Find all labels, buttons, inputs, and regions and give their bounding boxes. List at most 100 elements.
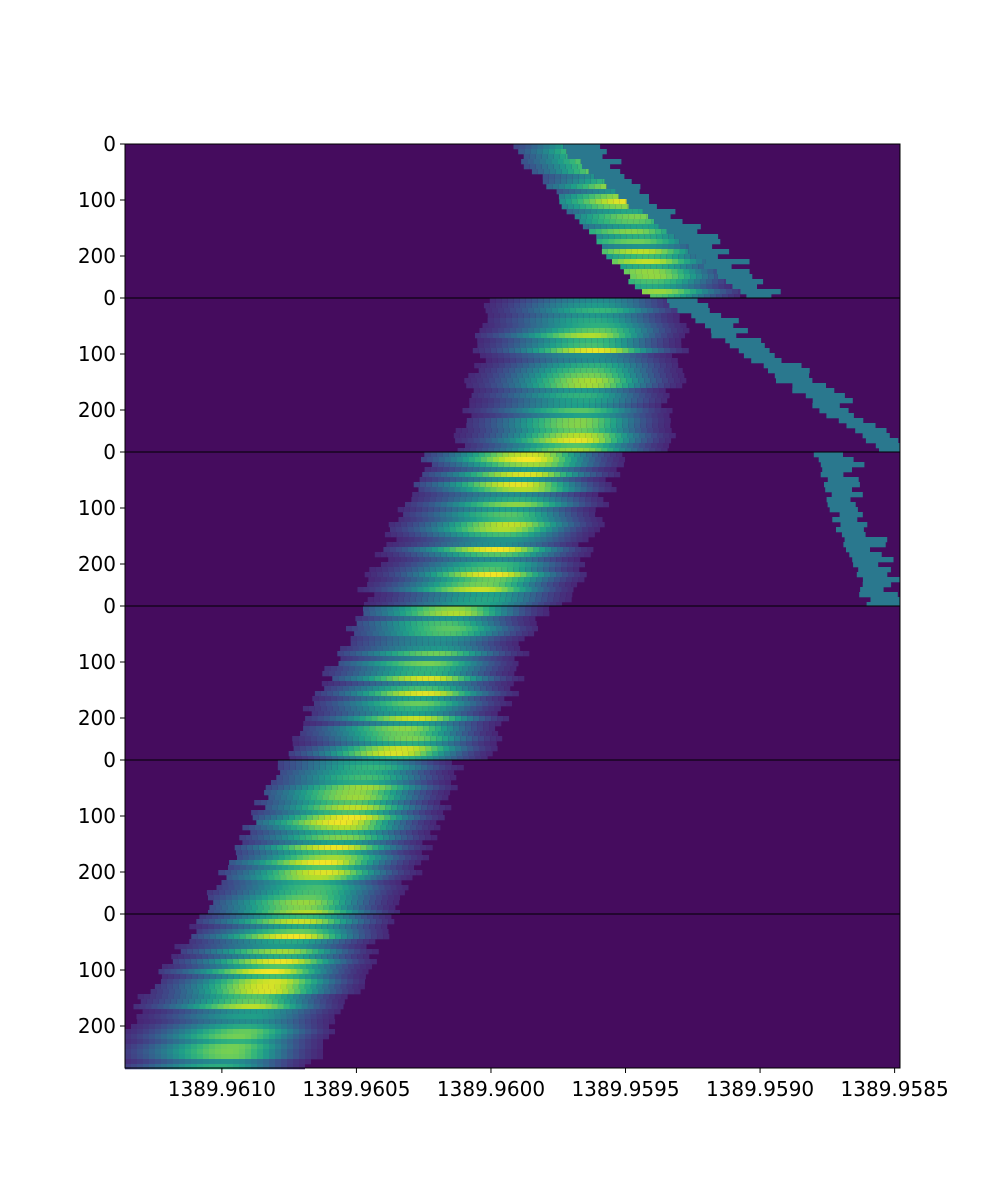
heatmap-cell <box>283 850 290 856</box>
heatmap-cell <box>496 572 503 578</box>
heatmap-cell <box>636 353 642 359</box>
heatmap-cell <box>328 875 335 881</box>
heatmap-cell <box>478 487 485 493</box>
heatmap-cell <box>282 885 289 891</box>
heatmap-cell <box>502 671 509 677</box>
heatmap-cell <box>581 388 588 394</box>
heatmap-cell <box>488 517 495 523</box>
heatmap-cell <box>519 393 526 399</box>
heatmap-cell <box>394 895 400 901</box>
heatmap-cell <box>301 850 308 856</box>
heatmap-cell <box>674 264 681 270</box>
heatmap-cell <box>477 587 484 593</box>
heatmap-cell <box>568 572 575 578</box>
panel-background <box>125 144 900 298</box>
heatmap-cell <box>357 900 364 906</box>
heatmap-cell <box>403 850 410 856</box>
heatmap-cell <box>378 686 385 692</box>
heatmap-cell <box>439 780 445 786</box>
heatmap-cell <box>346 741 353 747</box>
heatmap-cell <box>589 507 596 513</box>
heatmap-cell <box>402 631 409 637</box>
heatmap-cell <box>466 418 473 424</box>
heatmap-cell <box>319 760 326 766</box>
heatmap-cell <box>639 433 646 439</box>
heatmap-cell <box>414 532 421 538</box>
heatmap-cell <box>415 582 422 588</box>
heatmap-cell <box>316 820 323 826</box>
heatmap-cell <box>394 736 401 742</box>
heatmap-cell <box>424 741 431 747</box>
heatmap-cell <box>397 756 404 762</box>
heatmap-cell <box>555 587 562 593</box>
heatmap-cell <box>321 721 328 727</box>
heatmap-cell <box>384 815 391 821</box>
heatmap-cell <box>531 567 538 573</box>
heatmap-cell <box>457 651 464 657</box>
heatmap-cell <box>387 606 393 612</box>
heatmap-cell <box>306 944 313 950</box>
heatmap-cell <box>281 905 288 911</box>
heatmap-cell <box>293 974 300 980</box>
heatmap-cell <box>426 775 433 781</box>
heatmap-cell <box>414 666 421 672</box>
heatmap-cell <box>450 532 457 538</box>
heatmap-cell <box>381 855 387 861</box>
heatmap-cell <box>604 467 611 473</box>
heatmap-cell <box>531 606 537 612</box>
heatmap-cell <box>634 348 641 354</box>
heatmap-cell <box>372 751 379 757</box>
heatmap-cell <box>460 572 467 578</box>
heatmap-cell <box>290 870 297 876</box>
heatmap-cell <box>319 860 326 866</box>
heatmap-cell <box>406 626 412 632</box>
heatmap-cell <box>477 606 483 612</box>
heatmap-cell <box>300 751 307 757</box>
heatmap-cell <box>418 741 425 747</box>
heatmap-cell <box>406 646 413 652</box>
heatmap-cell <box>489 562 495 568</box>
heatmap-cell <box>412 820 419 826</box>
heatmap-cell <box>258 885 265 891</box>
heatmap-cell <box>452 552 459 558</box>
heatmap-cell <box>340 875 347 881</box>
heatmap-cell <box>619 229 626 235</box>
heatmap-cell <box>338 676 345 682</box>
heatmap-cell <box>572 577 579 583</box>
heatmap-cell <box>238 895 244 901</box>
heatmap-cell <box>589 318 596 324</box>
heatmap-cell <box>418 830 425 836</box>
heatmap-cell <box>354 751 361 757</box>
heatmap-cell <box>376 736 383 742</box>
heatmap-cell <box>641 428 648 434</box>
heatmap-cell <box>475 597 482 603</box>
heatmap-cell <box>631 229 638 235</box>
heatmap-cell <box>549 443 555 449</box>
heatmap-cell <box>562 492 569 498</box>
heatmap-cell <box>266 800 273 806</box>
heatmap-cell <box>317 835 324 841</box>
heatmap-cell <box>161 974 168 980</box>
heatmap-cell <box>563 462 570 468</box>
heatmap-cell <box>496 368 503 374</box>
heatmap-cell <box>296 870 303 876</box>
heatmap-cell <box>250 910 256 916</box>
heatmap-cell <box>587 547 594 553</box>
heatmap-cell <box>655 313 662 319</box>
heatmap-cell <box>325 780 331 786</box>
heatmap-cell <box>326 969 333 975</box>
heatmap-cell <box>458 691 465 697</box>
heatmap-cell <box>609 204 616 210</box>
heatmap-cell <box>584 472 591 478</box>
heatmap-cell <box>391 850 398 856</box>
heatmap-cell <box>406 522 413 528</box>
heatmap-cell <box>613 199 620 205</box>
heatmap-cell <box>409 507 416 513</box>
heatmap-cell <box>307 760 314 766</box>
heatmap-cell <box>258 964 264 970</box>
heatmap-cell <box>598 452 605 458</box>
heatmap-cell <box>335 880 342 886</box>
heatmap-cell <box>545 438 552 444</box>
heatmap-cell <box>370 602 376 608</box>
masked-cell <box>725 338 762 344</box>
